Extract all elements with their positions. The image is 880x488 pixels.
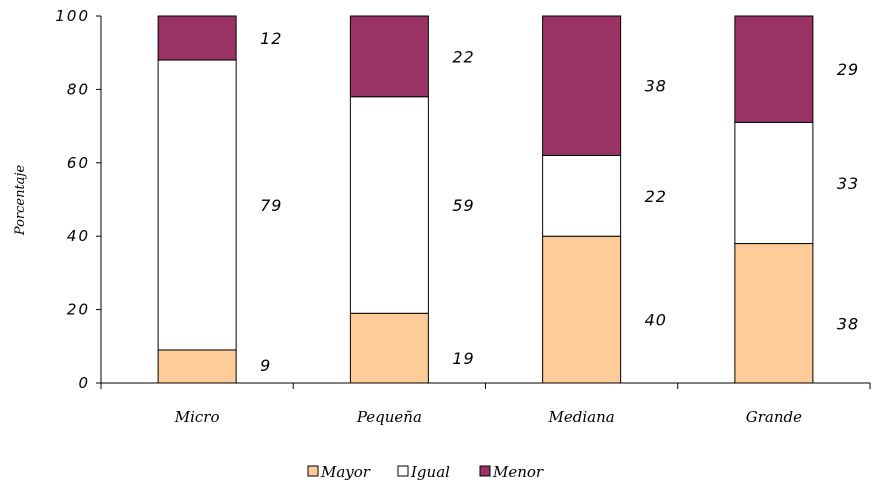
y-tick-label: 100 [55,7,90,25]
legend-swatch [479,465,491,477]
bar-segment-igual [542,154,622,237]
y-tick-label: 40 [67,227,90,245]
data-label: 79 [260,196,282,215]
bar-segment-mayor [349,312,429,384]
x-tick-label: Pequeña [356,408,422,426]
x-axis: Micro Pequeña Mediana Grande [100,382,871,426]
data-label: 22 [452,47,474,66]
legend: Mayor Igual Menor [307,463,544,481]
x-tick-label: Grande [746,408,802,426]
legend-label: Mayor [320,463,371,481]
data-label: 38 [837,314,859,333]
bar-segment-menor [157,15,237,61]
bar-segment-menor [349,15,429,98]
data-label: 22 [645,187,667,206]
y-axis: 0 20 40 60 80 100 [55,7,102,392]
x-tick-label: Micro [174,408,220,426]
data-label: 40 [645,311,667,330]
bar-segment-igual [157,59,237,351]
y-tick-label: 80 [67,80,90,98]
y-tick-label: 20 [67,301,90,319]
bar-segment-igual [349,96,429,314]
bar-segment-mayor [157,349,237,384]
y-axis-title: Porcentaje [13,165,28,237]
bar-segment-menor [734,15,814,123]
data-label: 12 [260,29,282,48]
y-tick-label: 60 [67,154,90,172]
bar-segment-menor [542,15,622,156]
bar-segment-mayor [542,235,622,384]
bar-segment-mayor [734,243,814,384]
bar-segment-igual [734,121,814,245]
legend-label: Igual [410,463,450,481]
y-tick-label: 0 [78,374,90,392]
data-label: 19 [452,349,474,368]
data-label: 29 [837,60,859,79]
legend-swatch [307,465,319,477]
data-label: 33 [837,174,859,193]
value-labels: 9 79 12 19 59 22 40 22 38 38 33 29 [260,29,859,375]
x-tick-label: Mediana [548,408,615,426]
legend-swatch [397,465,409,477]
bars [157,15,814,384]
data-label: 38 [645,77,667,96]
legend-label: Menor [492,463,544,481]
data-label: 59 [452,196,474,215]
data-label: 9 [260,356,271,375]
